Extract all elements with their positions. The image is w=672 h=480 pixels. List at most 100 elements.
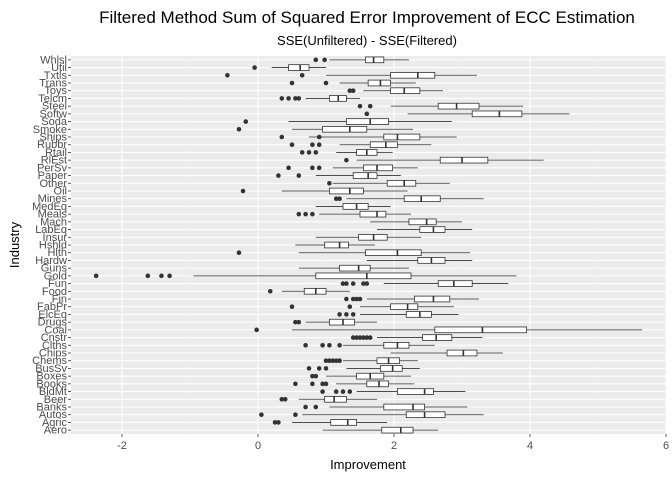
y-tick-label: LabEq xyxy=(35,224,67,236)
box-coal xyxy=(254,326,643,334)
y-tick-label: Rtail xyxy=(45,147,67,159)
outlier-point xyxy=(313,373,319,379)
box-iqr xyxy=(437,280,473,287)
box-clths xyxy=(303,341,435,349)
outlier-point xyxy=(276,420,281,425)
outlier-point xyxy=(327,358,332,364)
box-ships xyxy=(279,133,457,141)
box-whlsl xyxy=(313,56,409,64)
box-hlth xyxy=(236,249,471,257)
outlier-point xyxy=(347,304,353,310)
y-tick-label: Coal xyxy=(44,324,67,336)
x-axis-tick-labels: -2 0 2 4 6 xyxy=(117,434,669,452)
outlier-point xyxy=(364,281,370,286)
outlier-point xyxy=(323,381,329,387)
box-cnstr xyxy=(350,334,483,341)
box-boxes xyxy=(310,372,411,380)
outlier-point xyxy=(337,342,342,348)
outlier-point xyxy=(306,366,312,371)
y-tick-label: Banks xyxy=(36,402,67,414)
y-tick-label: Meals xyxy=(38,209,68,221)
outlier-point xyxy=(313,57,319,63)
box-iqr xyxy=(328,187,364,195)
y-tick-label: Rubbr xyxy=(37,139,67,151)
outlier-point xyxy=(350,335,356,340)
outlier-point xyxy=(316,366,322,371)
box-hardw xyxy=(366,257,473,264)
outlier-point xyxy=(337,358,342,364)
outlier-point xyxy=(320,381,325,387)
box-iqr xyxy=(383,403,425,411)
y-tick-label: FabPr xyxy=(37,301,67,313)
box-insur xyxy=(315,233,422,241)
box-persv xyxy=(286,164,418,172)
outlier-point xyxy=(254,327,259,333)
x-tick-label: 6 xyxy=(663,440,669,452)
outlier-point xyxy=(327,180,332,186)
box-iqr xyxy=(362,164,394,172)
outlier-point xyxy=(316,134,322,140)
y-tick-label: Chips xyxy=(39,348,68,360)
y-tick-label: Other xyxy=(39,178,67,190)
box-iqr xyxy=(419,226,446,233)
box-telcm xyxy=(279,95,360,102)
box-series xyxy=(93,56,643,434)
outlier-point xyxy=(313,150,319,155)
box-guns xyxy=(298,264,409,272)
y-tick-label: Beer xyxy=(44,394,68,406)
box-iqr xyxy=(328,318,355,326)
outlier-point xyxy=(337,196,342,202)
outlier-point xyxy=(279,134,285,140)
y-axis-tick-labels: AeroAgricAutosBanksBeerBldMtBooksBoxesBu… xyxy=(32,54,71,437)
box-beer xyxy=(279,395,377,403)
x-tick-label: 2 xyxy=(391,440,397,452)
box-autos xyxy=(259,411,484,419)
y-tick-label: BldMt xyxy=(39,386,67,398)
box-toys xyxy=(347,87,443,95)
outlier-point xyxy=(340,281,346,286)
outlier-point xyxy=(330,358,336,364)
y-tick-label: Mines xyxy=(38,193,68,205)
box-chems xyxy=(323,357,418,365)
y-tick-label: Telcm xyxy=(38,93,67,105)
outlier-point xyxy=(310,211,315,217)
box-bussv xyxy=(306,365,420,372)
box-iqr xyxy=(315,272,412,280)
y-tick-label: MedEq xyxy=(32,201,67,213)
box-fun xyxy=(340,280,509,287)
box-gold xyxy=(93,272,517,280)
box-iqr xyxy=(381,426,414,434)
box-iqr xyxy=(413,295,451,303)
outlier-point xyxy=(320,342,325,348)
box-iqr xyxy=(390,303,419,311)
outlier-point xyxy=(347,88,353,94)
box-meals xyxy=(296,210,411,218)
box-iqr xyxy=(422,334,453,341)
outlier-point xyxy=(293,319,298,325)
outlier-point xyxy=(286,96,291,101)
box-elceq xyxy=(337,311,459,318)
y-tick-label: Chems xyxy=(32,355,67,367)
y-tick-label: Books xyxy=(36,378,67,390)
outlier-point xyxy=(279,396,285,402)
box-trans xyxy=(289,79,416,87)
box-iqr xyxy=(446,349,478,357)
outlier-point xyxy=(344,296,349,302)
outlier-point xyxy=(293,381,298,387)
box-util xyxy=(252,64,326,71)
outlier-point xyxy=(93,273,99,279)
box-soda xyxy=(243,118,452,125)
outlier-point xyxy=(279,96,285,101)
outlier-point xyxy=(240,188,246,194)
box-hshld xyxy=(295,241,375,249)
outlier-point xyxy=(236,126,242,132)
y-tick-label: Hlth xyxy=(47,247,67,259)
y-tick-label: Autos xyxy=(39,409,68,421)
box-iqr xyxy=(367,79,392,87)
y-tick-label: Food xyxy=(42,286,67,298)
box-iqr xyxy=(359,210,387,218)
y-tick-label: Boxes xyxy=(36,371,67,383)
box-rubbr xyxy=(289,141,432,149)
outlier-point xyxy=(340,389,346,394)
y-tick-label: Txtls xyxy=(44,70,68,82)
